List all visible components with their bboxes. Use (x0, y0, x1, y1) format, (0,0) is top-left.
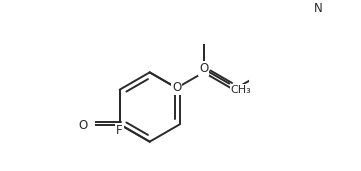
Text: O: O (199, 62, 208, 75)
Text: F: F (116, 124, 123, 137)
Text: O: O (79, 119, 88, 132)
Text: O: O (172, 81, 181, 94)
Text: CH₃: CH₃ (231, 85, 252, 95)
Text: N: N (314, 2, 323, 15)
